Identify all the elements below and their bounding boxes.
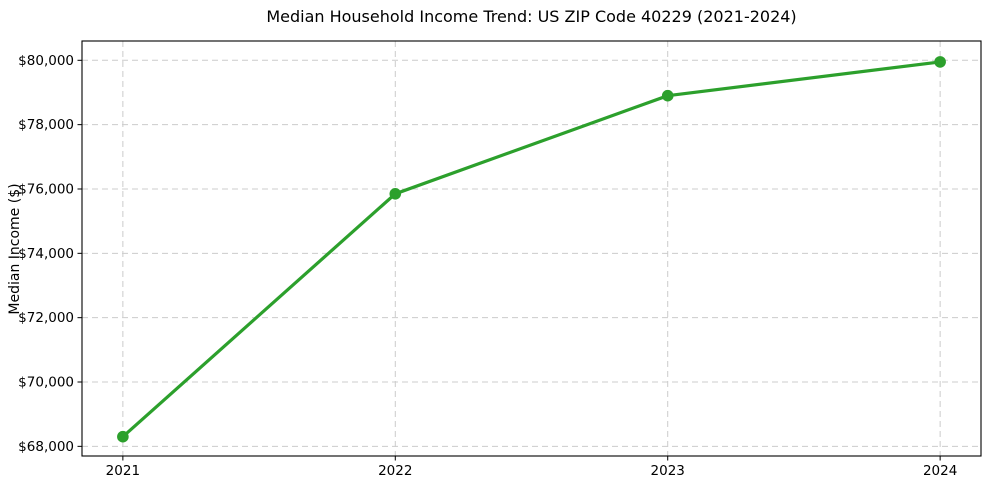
y-tick-label: $76,000 xyxy=(18,181,74,197)
data-line xyxy=(121,60,942,439)
data-point-2023 xyxy=(661,89,674,102)
plot-border xyxy=(81,40,982,457)
x-tick-label: 2023 xyxy=(651,463,685,479)
y-tick-label: $72,000 xyxy=(18,310,74,326)
y-tick-label: $74,000 xyxy=(18,246,74,262)
x-tick-label: 2021 xyxy=(106,463,140,479)
y-tick-label: $78,000 xyxy=(18,117,74,133)
x-tick-label: 2022 xyxy=(378,463,412,479)
chart-title: Median Household Income Trend: US ZIP Co… xyxy=(266,7,797,26)
y-tick-label: $80,000 xyxy=(18,53,74,69)
y-tick-label: $68,000 xyxy=(18,439,74,455)
data-point-2022 xyxy=(389,188,402,200)
x-tick-label: 2024 xyxy=(923,463,957,479)
y-tick-label: $70,000 xyxy=(18,375,74,391)
data-point-2024 xyxy=(934,56,946,68)
data-point-2021 xyxy=(117,430,129,443)
